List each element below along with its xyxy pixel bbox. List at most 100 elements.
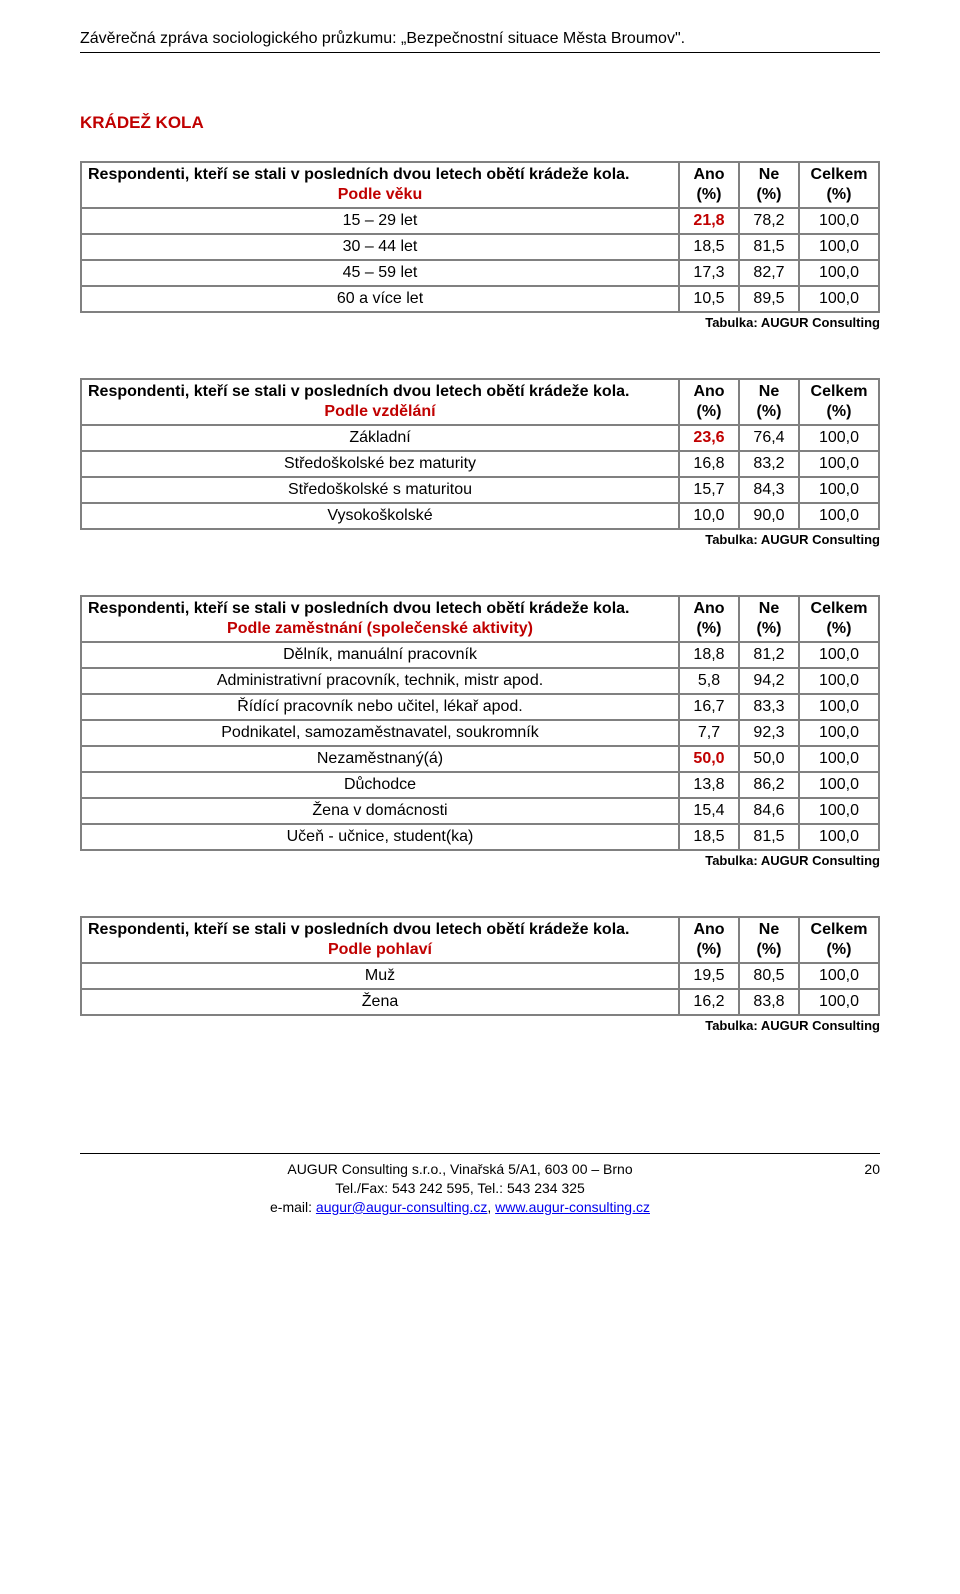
cell-ano: 16,7 [679, 694, 739, 720]
table-row: Podnikatel, samozaměstnavatel, soukromní… [81, 720, 879, 746]
column-header: Ne(%) [739, 917, 799, 963]
cell-celkem: 100,0 [799, 260, 879, 286]
cell-ano: 7,7 [679, 720, 739, 746]
table-row: Žena16,283,8100,0 [81, 989, 879, 1015]
table-title-line2: Podle zaměstnání (společenské aktivity) [88, 619, 672, 639]
cell-ano: 10,5 [679, 286, 739, 312]
footer-line1: AUGUR Consulting s.r.o., Vinařská 5/A1, … [287, 1161, 632, 1177]
table-row: Nezaměstnaný(á)50,050,0100,0 [81, 746, 879, 772]
cell-celkem: 100,0 [799, 824, 879, 850]
footer-line2: Tel./Fax: 543 242 595, Tel.: 543 234 325 [335, 1180, 585, 1196]
row-label: Učeň - učnice, student(ka) [81, 824, 679, 850]
table-row: Učeň - učnice, student(ka)18,581,5100,0 [81, 824, 879, 850]
row-label: Středoškolské bez maturity [81, 451, 679, 477]
data-table: Respondenti, kteří se stali v posledních… [80, 916, 880, 1016]
table-row: Středoškolské s maturitou15,784,3100,0 [81, 477, 879, 503]
row-label: 45 – 59 let [81, 260, 679, 286]
cell-ano: 18,5 [679, 234, 739, 260]
row-label: Nezaměstnaný(á) [81, 746, 679, 772]
cell-ano: 21,8 [679, 208, 739, 234]
cell-ano: 15,4 [679, 798, 739, 824]
row-label: Muž [81, 963, 679, 989]
cell-celkem: 100,0 [799, 234, 879, 260]
table-row: Řídící pracovník nebo učitel, lékař apod… [81, 694, 879, 720]
table-row: 60 a více let10,589,5100,0 [81, 286, 879, 312]
row-label: 15 – 29 let [81, 208, 679, 234]
cell-ne: 83,8 [739, 989, 799, 1015]
cell-ne: 90,0 [739, 503, 799, 529]
table-caption: Tabulka: AUGUR Consulting [80, 532, 880, 547]
table-row: 45 – 59 let17,382,7100,0 [81, 260, 879, 286]
table-title-line1: Respondenti, kteří se stali v posledních… [88, 166, 629, 183]
cell-ano: 15,7 [679, 477, 739, 503]
row-label: Podnikatel, samozaměstnavatel, soukromní… [81, 720, 679, 746]
cell-celkem: 100,0 [799, 642, 879, 668]
table-title-line2: Podle pohlaví [88, 940, 672, 960]
row-label: Administrativní pracovník, technik, mist… [81, 668, 679, 694]
table-title-cell: Respondenti, kteří se stali v posledních… [81, 162, 679, 208]
row-label: 30 – 44 let [81, 234, 679, 260]
cell-celkem: 100,0 [799, 746, 879, 772]
row-label: Středoškolské s maturitou [81, 477, 679, 503]
page-number: 20 [840, 1160, 880, 1217]
row-label: Žena [81, 989, 679, 1015]
column-header: Ne(%) [739, 379, 799, 425]
column-header: Celkem(%) [799, 162, 879, 208]
table-row: Žena v domácnosti15,484,6100,0 [81, 798, 879, 824]
footer-text: AUGUR Consulting s.r.o., Vinařská 5/A1, … [80, 1160, 840, 1217]
cell-ne: 83,3 [739, 694, 799, 720]
data-table: Respondenti, kteří se stali v posledních… [80, 595, 880, 851]
cell-celkem: 100,0 [799, 208, 879, 234]
cell-celkem: 100,0 [799, 694, 879, 720]
cell-celkem: 100,0 [799, 798, 879, 824]
column-header: Celkem(%) [799, 917, 879, 963]
cell-celkem: 100,0 [799, 503, 879, 529]
cell-celkem: 100,0 [799, 989, 879, 1015]
table-title-cell: Respondenti, kteří se stali v posledních… [81, 596, 679, 642]
cell-celkem: 100,0 [799, 963, 879, 989]
footer-web-link[interactable]: www.augur-consulting.cz [495, 1199, 650, 1215]
cell-ano: 18,5 [679, 824, 739, 850]
row-label: Řídící pracovník nebo učitel, lékař apod… [81, 694, 679, 720]
cell-ne: 50,0 [739, 746, 799, 772]
cell-celkem: 100,0 [799, 720, 879, 746]
table-row: Důchodce13,886,2100,0 [81, 772, 879, 798]
table-row: Vysokoškolské10,090,0100,0 [81, 503, 879, 529]
cell-ne: 81,5 [739, 234, 799, 260]
column-header: Ano(%) [679, 162, 739, 208]
footer-email-link[interactable]: augur@augur-consulting.cz [316, 1199, 487, 1215]
cell-celkem: 100,0 [799, 772, 879, 798]
cell-ano: 16,2 [679, 989, 739, 1015]
table-title-line2: Podle vzdělání [88, 402, 672, 422]
cell-ne: 94,2 [739, 668, 799, 694]
row-label: Důchodce [81, 772, 679, 798]
table-caption: Tabulka: AUGUR Consulting [80, 853, 880, 868]
column-header: Ne(%) [739, 162, 799, 208]
column-header: Celkem(%) [799, 379, 879, 425]
row-label: 60 a více let [81, 286, 679, 312]
column-header: Ano(%) [679, 917, 739, 963]
table-row: Muž19,580,5100,0 [81, 963, 879, 989]
cell-ne: 84,6 [739, 798, 799, 824]
table-row: Administrativní pracovník, technik, mist… [81, 668, 879, 694]
cell-ne: 92,3 [739, 720, 799, 746]
column-header: Ano(%) [679, 596, 739, 642]
cell-ne: 81,5 [739, 824, 799, 850]
table-title-line1: Respondenti, kteří se stali v posledních… [88, 921, 629, 938]
table-title-line2: Podle věku [88, 185, 672, 205]
row-label: Vysokoškolské [81, 503, 679, 529]
cell-ano: 17,3 [679, 260, 739, 286]
cell-celkem: 100,0 [799, 477, 879, 503]
column-header: Celkem(%) [799, 596, 879, 642]
cell-ne: 78,2 [739, 208, 799, 234]
data-table: Respondenti, kteří se stali v posledních… [80, 161, 880, 313]
cell-ne: 86,2 [739, 772, 799, 798]
cell-ano: 10,0 [679, 503, 739, 529]
cell-ne: 80,5 [739, 963, 799, 989]
row-label: Základní [81, 425, 679, 451]
section-title: KRÁDEŽ KOLA [80, 113, 880, 133]
cell-ne: 84,3 [739, 477, 799, 503]
page-footer: AUGUR Consulting s.r.o., Vinařská 5/A1, … [80, 1153, 880, 1217]
table-row: Středoškolské bez maturity16,883,2100,0 [81, 451, 879, 477]
table-row: Základní23,676,4100,0 [81, 425, 879, 451]
